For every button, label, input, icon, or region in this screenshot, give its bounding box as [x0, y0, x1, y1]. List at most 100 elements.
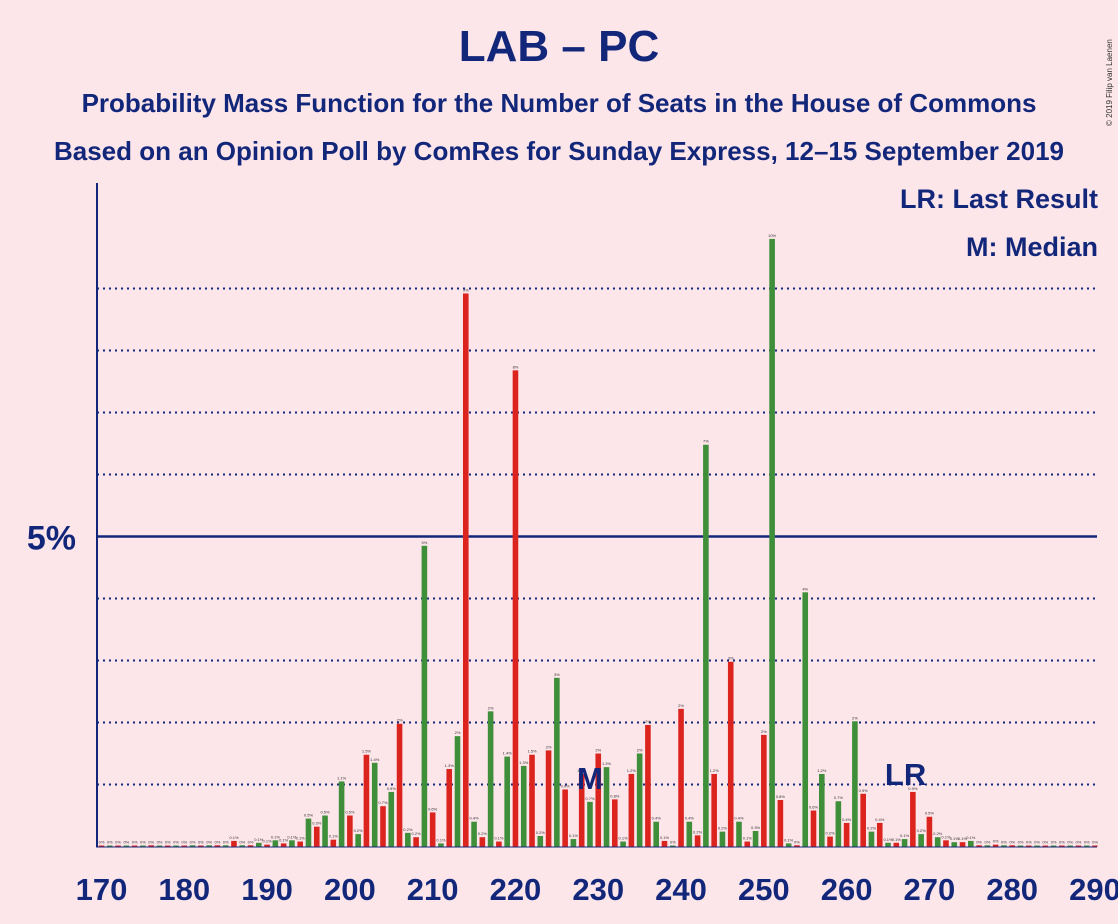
data-label-252: 0.8% [776, 794, 786, 799]
bar-224 [545, 750, 552, 847]
bar-233 [620, 841, 626, 847]
data-label-195: 0.5% [304, 813, 314, 818]
bar-220 [512, 370, 519, 847]
data-label-263: 0.2% [867, 826, 877, 831]
data-label-225: 3% [554, 672, 560, 677]
bar-263 [868, 831, 875, 847]
bar-170 [98, 845, 105, 847]
bar-215 [471, 821, 477, 847]
x-tick-label: 210 [407, 872, 459, 907]
data-label-243: 7% [703, 439, 709, 444]
data-label-262: 0.9% [859, 788, 869, 793]
data-label-255: 4% [802, 586, 808, 591]
data-label-187: 0% [239, 839, 245, 844]
data-label-172: 0% [115, 840, 121, 845]
bar-173 [123, 845, 130, 847]
bar-238 [661, 840, 668, 847]
bar-218 [496, 841, 502, 847]
data-label-250: 2% [761, 729, 767, 734]
data-label-265: 0.1% [883, 837, 893, 842]
data-label-245: 0.2% [718, 826, 728, 831]
data-label-273: 0.1% [950, 836, 960, 841]
data-label-213: 2% [455, 730, 461, 735]
bar-273 [951, 842, 958, 847]
bar-289 [1083, 845, 1090, 847]
data-label-264: 0.4% [875, 817, 885, 822]
bar-195 [305, 818, 312, 847]
data-label-246: 3% [728, 656, 734, 661]
data-label-203: 1.4% [370, 757, 380, 762]
data-label-251: 10% [768, 233, 776, 238]
bar-182 [198, 845, 204, 847]
data-label-212: 1.3% [445, 763, 455, 768]
bar-285 [1050, 845, 1057, 847]
bar-203 [371, 762, 378, 847]
bar-198 [330, 839, 337, 847]
data-label-174: 0% [132, 840, 138, 845]
bar-284 [1042, 845, 1049, 847]
data-label-205: 0.9% [387, 786, 397, 791]
data-label-191: 0.1% [271, 834, 281, 839]
bar-249 [752, 831, 759, 847]
data-label-253: 0.1% [784, 837, 794, 842]
x-tick-label: 200 [324, 872, 376, 907]
bar-223 [537, 835, 544, 847]
bar-171 [106, 845, 113, 847]
bar-242 [694, 835, 701, 847]
bar-199 [338, 781, 345, 847]
data-label-239: 0% [670, 840, 676, 845]
data-label-234: 1.2% [627, 768, 637, 773]
x-tick-label: 260 [821, 872, 873, 907]
data-label-277: 0% [984, 839, 990, 844]
bar-214 [462, 293, 469, 847]
bar-212 [446, 769, 453, 847]
data-label-226: 0.9% [561, 783, 571, 788]
data-label-215: 0.4% [470, 816, 480, 821]
bar-286 [1059, 845, 1065, 847]
data-label-280: 0% [1009, 839, 1015, 844]
bar-196 [313, 826, 320, 847]
data-label-259: 0.7% [834, 795, 844, 800]
bar-271 [934, 837, 941, 847]
data-label-211: 0.1% [436, 837, 446, 842]
data-label-173: 0% [123, 840, 129, 845]
data-label-175: 0% [140, 840, 146, 845]
chart-subtitle: Probability Mass Function for the Number… [81, 88, 1037, 118]
bar-252 [777, 800, 784, 847]
data-label-244: 1.2% [710, 768, 720, 773]
data-label-289: 0% [1084, 840, 1090, 845]
data-label-249: 0.3% [751, 825, 761, 830]
data-label-269: 0.2% [917, 828, 927, 833]
data-label-237: 0.4% [652, 816, 662, 821]
data-label-189: 0.1% [254, 837, 264, 842]
bar-187 [239, 845, 246, 847]
data-label-267: 0.1% [900, 833, 910, 838]
bar-193 [289, 840, 295, 847]
bar-211 [438, 843, 444, 847]
data-label-288: 0% [1076, 840, 1082, 845]
bar-197 [322, 815, 328, 847]
legend-median: M: Median [966, 232, 1098, 262]
data-label-230: 2% [595, 748, 601, 753]
data-label-196: 0.3% [312, 821, 322, 826]
bar-177 [156, 845, 163, 847]
data-label-207: 0.2% [403, 827, 413, 832]
data-label-177: 0% [157, 840, 163, 845]
bar-225 [554, 677, 560, 847]
data-label-241: 0.4% [685, 816, 695, 821]
x-tick-label: 180 [158, 872, 210, 907]
bar-254 [794, 845, 800, 847]
bar-222 [529, 754, 535, 847]
data-label-229: 0.7% [585, 796, 595, 801]
data-label-258: 0.2% [826, 831, 836, 836]
data-label-276: 0% [976, 839, 982, 844]
x-tick-label: 170 [76, 872, 128, 907]
data-label-185: 0% [223, 839, 229, 844]
data-label-233: 0.1% [619, 836, 629, 841]
data-label-186: 0.1% [229, 835, 239, 840]
bar-200 [347, 815, 353, 847]
data-label-214: 9% [463, 287, 469, 292]
data-label-188: 0% [248, 839, 254, 844]
data-label-254: 0% [794, 839, 800, 844]
axes: 5% 170 180 190 200 210 220 230 240 250 260 270 280 29… [27, 183, 1118, 907]
